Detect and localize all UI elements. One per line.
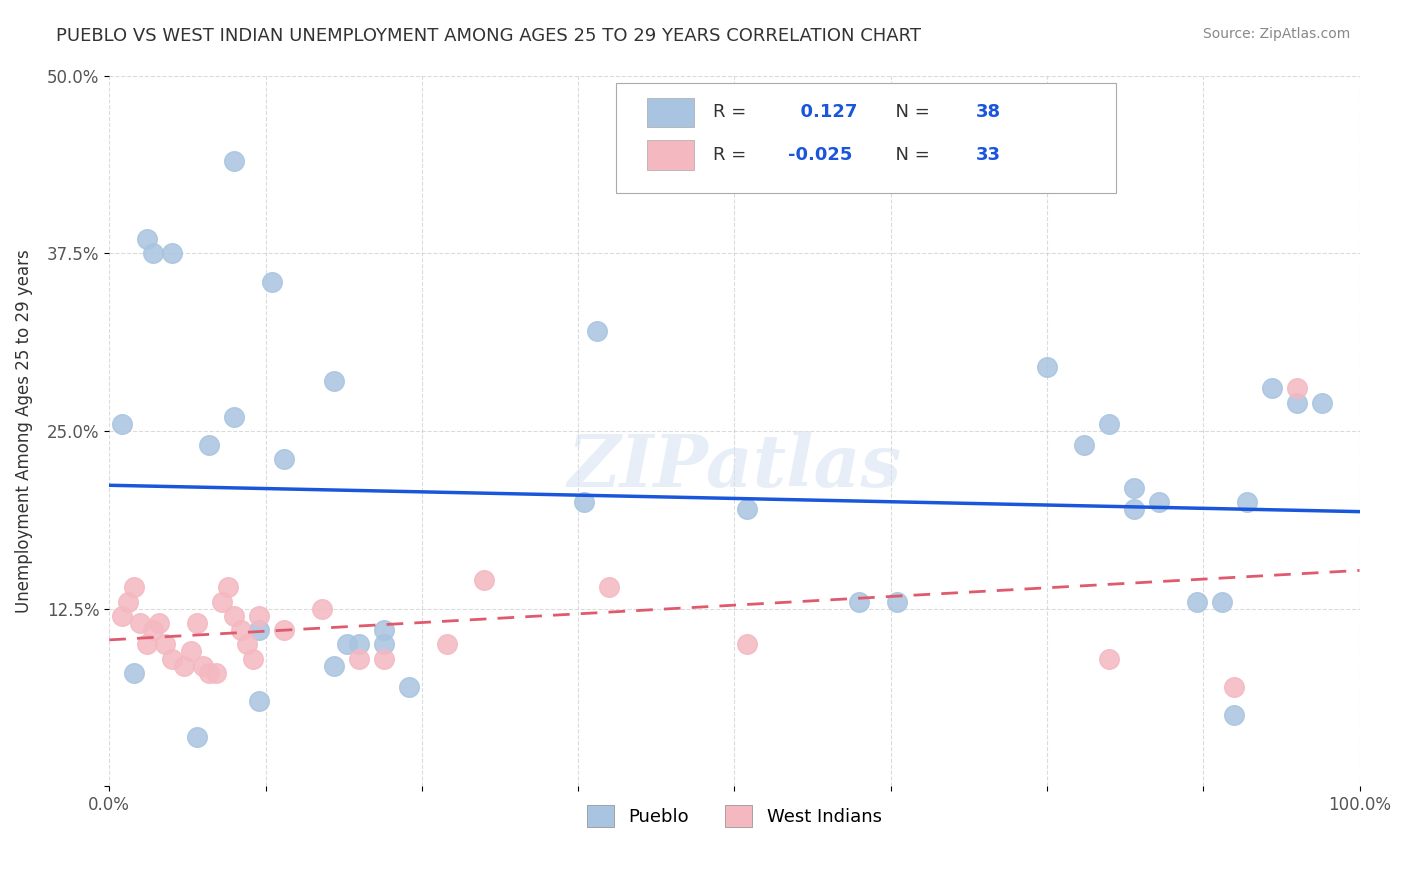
- Point: [323, 374, 346, 388]
- Text: R =: R =: [713, 103, 752, 121]
- Text: PUEBLO VS WEST INDIAN UNEMPLOYMENT AMONG AGES 25 TO 29 YEARS CORRELATION CHART: PUEBLO VS WEST INDIAN UNEMPLOYMENT AMONG…: [56, 27, 921, 45]
- Text: -0.025: -0.025: [789, 146, 852, 164]
- Point: [735, 637, 758, 651]
- FancyBboxPatch shape: [616, 83, 1116, 193]
- Point: [273, 452, 295, 467]
- Point: [198, 438, 221, 452]
- Point: [848, 594, 870, 608]
- Point: [886, 594, 908, 608]
- Point: [1261, 381, 1284, 395]
- Point: [148, 615, 170, 630]
- Point: [585, 325, 607, 339]
- Point: [1285, 381, 1308, 395]
- Point: [122, 665, 145, 680]
- Point: [1185, 594, 1208, 608]
- Point: [1123, 481, 1146, 495]
- Point: [311, 601, 333, 615]
- Point: [111, 417, 134, 431]
- Point: [373, 623, 395, 637]
- Point: [186, 730, 208, 744]
- Point: [236, 637, 259, 651]
- Point: [247, 608, 270, 623]
- Point: [224, 608, 246, 623]
- Point: [247, 623, 270, 637]
- Point: [598, 581, 620, 595]
- Point: [242, 651, 264, 665]
- Point: [273, 623, 295, 637]
- Point: [179, 644, 201, 658]
- Point: [155, 637, 177, 651]
- Point: [1149, 495, 1171, 509]
- Point: [111, 608, 134, 623]
- Point: [373, 651, 395, 665]
- Point: [260, 275, 283, 289]
- Point: [1073, 438, 1095, 452]
- Point: [198, 665, 221, 680]
- Text: 38: 38: [976, 103, 1001, 121]
- Text: 33: 33: [976, 146, 1001, 164]
- Point: [173, 658, 195, 673]
- Point: [472, 574, 495, 588]
- Point: [135, 232, 157, 246]
- Point: [436, 637, 458, 651]
- Point: [122, 581, 145, 595]
- Point: [336, 637, 359, 651]
- Point: [349, 651, 371, 665]
- Text: 0.127: 0.127: [789, 103, 858, 121]
- Point: [1285, 395, 1308, 409]
- FancyBboxPatch shape: [647, 140, 695, 170]
- Point: [229, 623, 252, 637]
- Point: [211, 594, 233, 608]
- Point: [574, 495, 596, 509]
- Point: [1098, 417, 1121, 431]
- Text: N =: N =: [884, 103, 936, 121]
- Point: [191, 658, 214, 673]
- Y-axis label: Unemployment Among Ages 25 to 29 years: Unemployment Among Ages 25 to 29 years: [15, 249, 32, 613]
- Text: R =: R =: [713, 146, 752, 164]
- FancyBboxPatch shape: [647, 97, 695, 128]
- Text: Source: ZipAtlas.com: Source: ZipAtlas.com: [1202, 27, 1350, 41]
- Point: [186, 615, 208, 630]
- Point: [373, 637, 395, 651]
- Point: [1036, 359, 1059, 374]
- Point: [160, 246, 183, 260]
- Point: [1123, 502, 1146, 516]
- Point: [1211, 594, 1233, 608]
- Point: [1236, 495, 1258, 509]
- Point: [1223, 680, 1246, 694]
- Legend: Pueblo, West Indians: Pueblo, West Indians: [579, 797, 889, 834]
- Point: [217, 581, 239, 595]
- Point: [1223, 708, 1246, 723]
- Point: [224, 153, 246, 168]
- Point: [323, 658, 346, 673]
- Point: [129, 615, 152, 630]
- Point: [142, 246, 165, 260]
- Point: [1098, 651, 1121, 665]
- Point: [1310, 395, 1333, 409]
- Point: [224, 409, 246, 424]
- Point: [160, 651, 183, 665]
- Point: [398, 680, 420, 694]
- Point: [204, 665, 226, 680]
- Point: [135, 637, 157, 651]
- Point: [735, 502, 758, 516]
- Point: [349, 637, 371, 651]
- Point: [117, 594, 139, 608]
- Text: N =: N =: [884, 146, 936, 164]
- Text: ZIPatlas: ZIPatlas: [567, 431, 901, 502]
- Point: [247, 694, 270, 708]
- Point: [142, 623, 165, 637]
